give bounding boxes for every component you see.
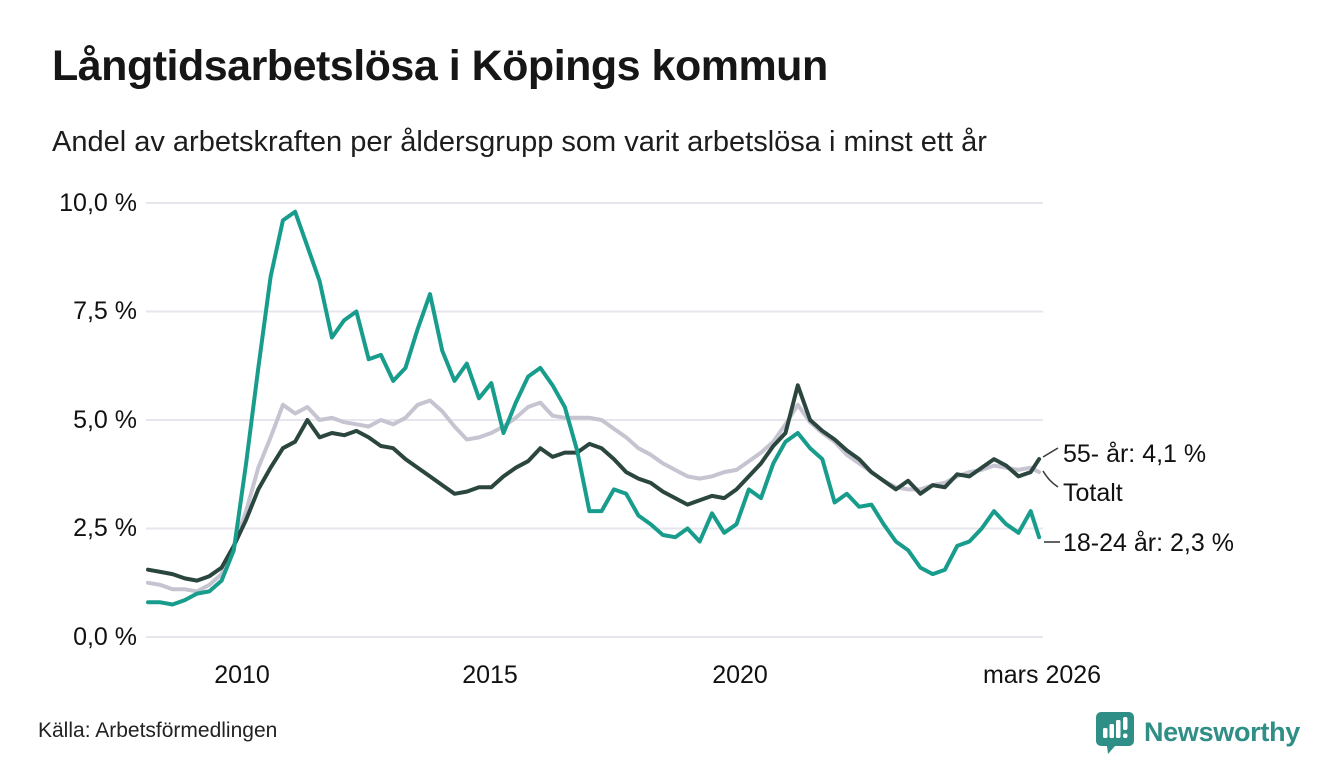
series-end-label-55-ar: 55- år: 4,1 %: [1063, 440, 1207, 468]
chart-subtitle: Andel av arbetskraften per åldersgrupp s…: [52, 126, 987, 158]
x-tick-label: 2015: [462, 661, 518, 689]
label-leader-lines: [1042, 447, 1060, 543]
y-tick-label: 5,0 %: [73, 406, 137, 434]
gridlines: [146, 202, 1043, 638]
x-tick-label: mars 2026: [982, 661, 1102, 689]
newsworthy-logo[interactable]: Newsworthy: [1095, 710, 1300, 754]
newsworthy-logo-icon: [1095, 710, 1135, 754]
series-end-label-18-24-ar: 18-24 år: 2,3 %: [1063, 529, 1234, 557]
y-tick-label: 0,0 %: [73, 623, 137, 651]
series-line-totalt: [146, 398, 1042, 594]
newsworthy-logo-text: Newsworthy: [1143, 716, 1300, 747]
x-tick-label: 2010: [214, 661, 270, 689]
series-line-55--år: [146, 383, 1042, 583]
series-lines: [146, 209, 1042, 607]
source-attribution: Källa: Arbetsförmedlingen: [38, 719, 278, 742]
page-title: Långtidsarbetslösa i Köpings kommun: [52, 42, 828, 90]
y-tick-label: 2,5 %: [73, 514, 137, 542]
series-end-label-totalt: Totalt: [1063, 479, 1123, 507]
x-tick-label: 2020: [712, 661, 768, 689]
leader-line-totalt: [1042, 470, 1059, 488]
y-tick-label: 7,5 %: [73, 297, 137, 325]
y-tick-label: 10,0 %: [59, 189, 137, 217]
series-line-18-24-år: [146, 209, 1042, 607]
leader-line-55: [1042, 447, 1059, 458]
